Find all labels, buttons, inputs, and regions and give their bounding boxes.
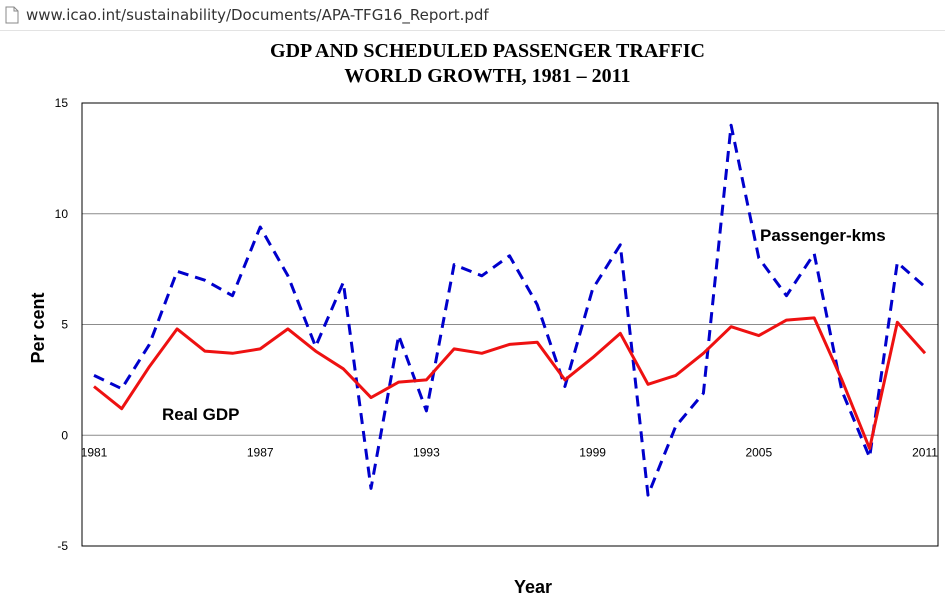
y-tick-label: 15: [55, 96, 69, 110]
y-tick-label: 5: [61, 318, 68, 332]
y-tick-labels: 15 10 5 0 -5: [55, 96, 69, 553]
x-tick-label: 1999: [579, 445, 606, 459]
chart-title: GDP AND SCHEDULED PASSENGER TRAFFIC: [270, 40, 705, 62]
y-tick-label: 10: [55, 207, 69, 221]
x-tick-label: 1981: [81, 445, 108, 459]
series-label-real-gdp: Real GDP: [162, 405, 239, 424]
series-lines: [93, 123, 927, 497]
grid-lines: [82, 213, 938, 436]
series-labels: Passenger-kms Real GDP: [162, 226, 886, 424]
url-text[interactable]: www.icao.int/sustainability/Documents/AP…: [26, 6, 489, 24]
x-tick-labels: 1981 1987 1993 1999 2005 2011: [81, 445, 939, 459]
x-tick-label: 2005: [745, 445, 772, 459]
real-gdp-line: [93, 316, 927, 450]
y-tick-label: -5: [57, 539, 68, 553]
document-icon: [5, 6, 19, 24]
x-tick-label: 1993: [413, 445, 440, 459]
plot-frame: [81, 102, 939, 547]
chart-subtitle: WORLD GROWTH, 1981 – 2011: [344, 65, 631, 87]
x-tick-label: 1987: [247, 445, 274, 459]
address-bar[interactable]: www.icao.int/sustainability/Documents/AP…: [0, 0, 945, 31]
x-axis-label: Year: [514, 577, 552, 597]
x-tick-label: 2011: [912, 445, 938, 459]
y-tick-label: 0: [61, 428, 68, 442]
series-label-passenger-kms: Passenger-kms: [760, 226, 886, 245]
passenger-kms-line: [93, 123, 926, 497]
y-axis-label: Per cent: [28, 292, 48, 363]
